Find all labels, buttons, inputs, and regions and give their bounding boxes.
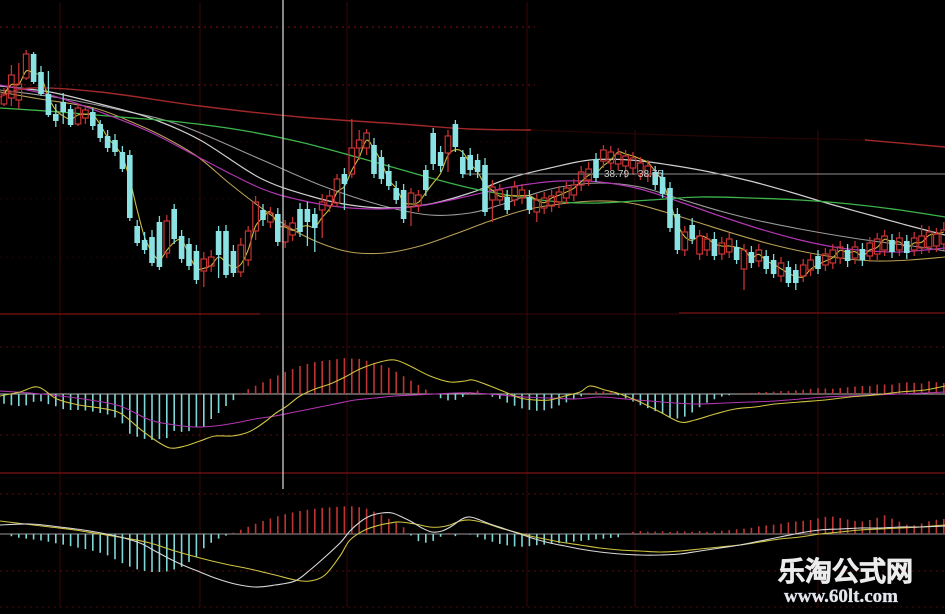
svg-text:38.79 - 38.75: 38.79 - 38.75 <box>604 169 663 180</box>
svg-text:www.60lt.com: www.60lt.com <box>784 586 898 607</box>
svg-text:乐淘公式网: 乐淘公式网 <box>778 557 913 587</box>
